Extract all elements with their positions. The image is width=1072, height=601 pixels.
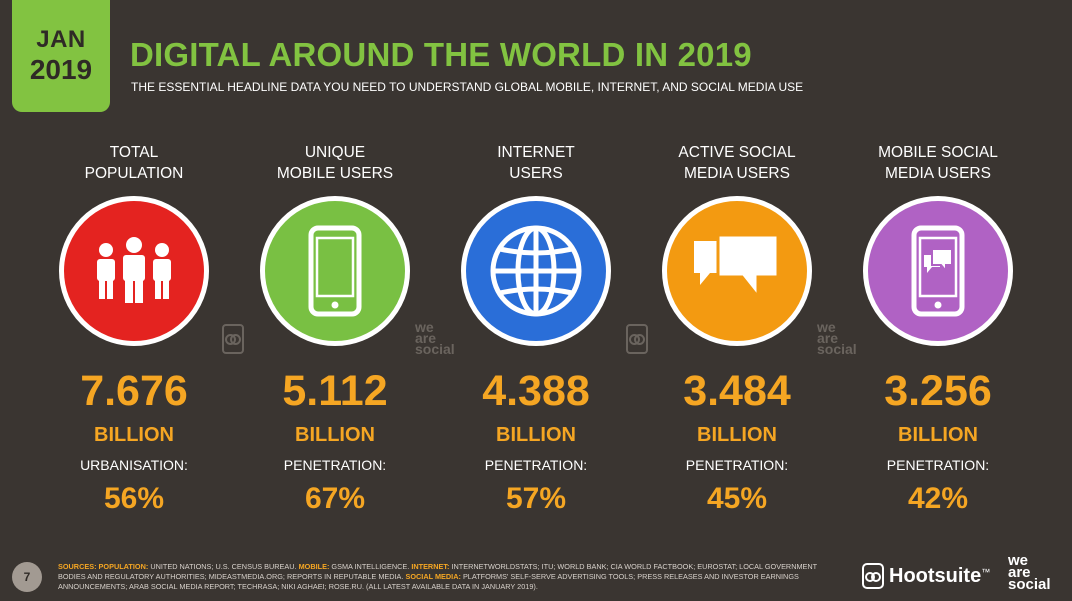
hootsuite-watermark-icon xyxy=(222,324,244,354)
people-icon xyxy=(59,196,209,346)
we-are-social-logo: we are social xyxy=(1008,552,1051,593)
stat-label: ACTIVE SOCIAL MEDIA USERS xyxy=(678,144,796,182)
stat-sublabel: PENETRATION: xyxy=(886,457,990,473)
stat-internet-users: INTERNET USERS 4.388 BILLION PENETRATION… xyxy=(436,142,636,514)
chat-bubbles-icon xyxy=(662,196,812,346)
globe-icon xyxy=(461,196,611,346)
stat-percentage: 45% xyxy=(706,482,768,515)
mobile-phone-icon xyxy=(260,196,410,346)
stat-active-social-media-users: ACTIVE SOCIAL MEDIA USERS 3.484 BILLION … xyxy=(637,142,837,514)
we-are-social-watermark: we are social xyxy=(817,319,857,357)
stat-unit: BILLION xyxy=(697,424,777,446)
hootsuite-logo: Hootsuite ™ xyxy=(862,563,990,589)
page-subtitle: THE ESSENTIAL HEADLINE DATA YOU NEED TO … xyxy=(131,80,804,94)
stat-percentage: 56% xyxy=(103,482,165,515)
hootsuite-watermark-icon xyxy=(626,324,648,354)
stat-unit: BILLION xyxy=(496,424,576,446)
stat-value: 7.676 xyxy=(80,367,188,415)
stat-percentage: 57% xyxy=(505,482,567,515)
badge-year: 2019 xyxy=(29,54,93,85)
phone-chat-icon xyxy=(863,196,1013,346)
badge-month: JAN xyxy=(36,26,86,53)
stat-sublabel: PENETRATION: xyxy=(685,457,789,473)
stat-label: TOTAL POPULATION xyxy=(84,144,184,182)
stat-label: INTERNET USERS xyxy=(497,144,575,182)
stat-unit: BILLION xyxy=(898,424,978,446)
stat-sublabel: URBANISATION: xyxy=(80,457,188,473)
stat-percentage: 42% xyxy=(907,482,969,515)
page-title: DIGITAL AROUND THE WORLD IN 2019 xyxy=(130,36,752,73)
sources-note: SOURCES: POPULATION: UNITED NATIONS; U.S… xyxy=(58,562,818,591)
stat-sublabel: PENETRATION: xyxy=(283,457,387,473)
stat-mobile-social-media-users: MOBILE SOCIAL MEDIA USERS 3.256 BILLION … xyxy=(838,142,1038,514)
stat-value: 4.388 xyxy=(482,367,590,415)
trademark-symbol: ™ xyxy=(981,567,991,577)
stat-value: 3.256 xyxy=(884,367,992,415)
stat-value: 3.484 xyxy=(683,367,791,415)
stat-label: MOBILE SOCIAL MEDIA USERS xyxy=(878,144,998,182)
stat-unique-mobile-users: UNIQUE MOBILE USERS 5.112 BILLION PENETR… xyxy=(235,142,435,514)
stat-unit: BILLION xyxy=(94,424,174,446)
hootsuite-wordmark: Hootsuite xyxy=(889,564,982,587)
stat-unit: BILLION xyxy=(295,424,375,446)
page-number: 7 xyxy=(12,562,42,592)
stat-sublabel: PENETRATION: xyxy=(484,457,588,473)
date-badge: JAN 2019 xyxy=(12,0,110,112)
stat-total-population: TOTAL POPULATION 7.676 BILLION URBANISAT… xyxy=(34,142,234,514)
we-are-social-watermark: we are social xyxy=(415,319,455,357)
stat-label: UNIQUE MOBILE USERS xyxy=(276,144,394,182)
stat-value: 5.112 xyxy=(282,367,388,415)
owl-icon xyxy=(862,563,884,589)
stat-percentage: 67% xyxy=(304,482,366,515)
